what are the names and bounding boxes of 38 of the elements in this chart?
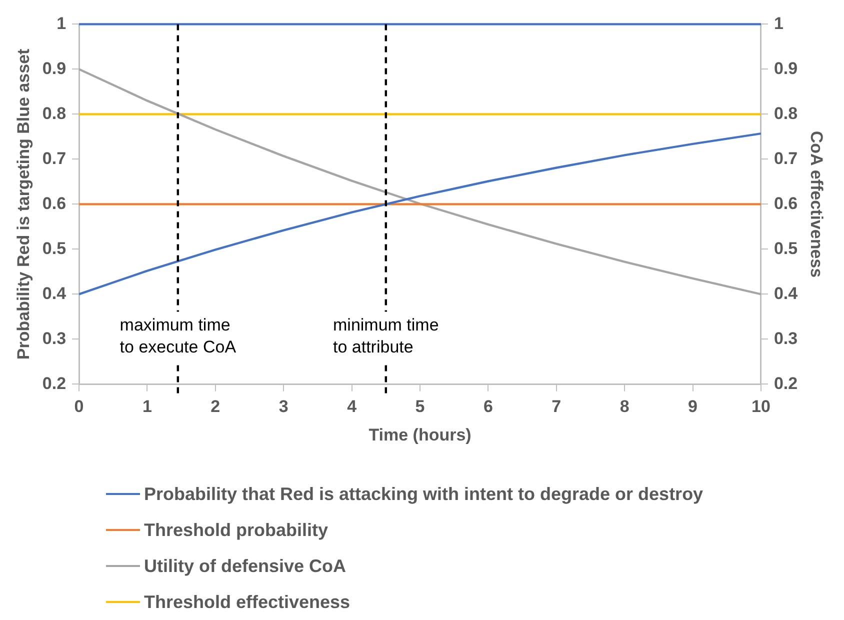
y-tick-label: 0.2 bbox=[42, 374, 66, 393]
x-tick-label: 6 bbox=[483, 397, 493, 416]
y2-tick-label: 0.7 bbox=[774, 148, 798, 168]
x-tick-label: 7 bbox=[552, 397, 562, 416]
y-tick-label: 0.8 bbox=[42, 104, 66, 123]
ref-line-label: minimum time to attribute bbox=[333, 315, 439, 356]
y-tick-label: 0.5 bbox=[42, 238, 66, 258]
legend-label: Threshold effectiveness bbox=[144, 592, 350, 612]
y-tick-label: 0.7 bbox=[42, 148, 66, 168]
y2-tick-label: 0.9 bbox=[774, 58, 798, 78]
y-axis-title: Probability Red is targeting Blue asset bbox=[14, 48, 33, 360]
y-tick-label: 0.9 bbox=[42, 58, 66, 78]
x-tick-label: 1 bbox=[142, 397, 152, 416]
y2-tick-label: 0.3 bbox=[774, 328, 798, 348]
y2-axis-title: CoA effectiveness bbox=[807, 130, 826, 278]
x-tick-label: 0 bbox=[74, 397, 84, 416]
y2-tick-label: 0.8 bbox=[774, 104, 798, 123]
y2-tick-label: 0.6 bbox=[774, 194, 798, 213]
legend-label: Utility of defensive CoA bbox=[144, 556, 346, 576]
x-axis-title: Time (hours) bbox=[368, 425, 472, 444]
x-tick-label: 3 bbox=[278, 397, 288, 416]
legend-label: Threshold probability bbox=[144, 520, 328, 540]
y-tick-label: 0.6 bbox=[42, 194, 66, 213]
y2-tick-label: 1 bbox=[774, 14, 784, 33]
y2-tick-label: 0.2 bbox=[774, 374, 798, 393]
y2-tick-label: 0.5 bbox=[774, 238, 798, 258]
x-tick-label: 2 bbox=[210, 397, 220, 416]
x-tick-label: 5 bbox=[415, 397, 425, 416]
y2-tick-label: 0.4 bbox=[774, 284, 798, 303]
y-tick-label: 0.4 bbox=[42, 284, 67, 303]
x-tick-label: 9 bbox=[688, 397, 698, 416]
ref-line-label: maximum time to execute CoA bbox=[120, 315, 237, 356]
x-tick-label: 4 bbox=[347, 397, 358, 416]
y-tick-label: 1 bbox=[56, 14, 66, 33]
legend-label: Probability that Red is attacking with intent to degrade or destroy bbox=[144, 484, 704, 504]
x-tick-label: 8 bbox=[620, 397, 630, 416]
y-tick-label: 0.3 bbox=[42, 328, 66, 348]
x-tick-label: 10 bbox=[752, 397, 770, 416]
